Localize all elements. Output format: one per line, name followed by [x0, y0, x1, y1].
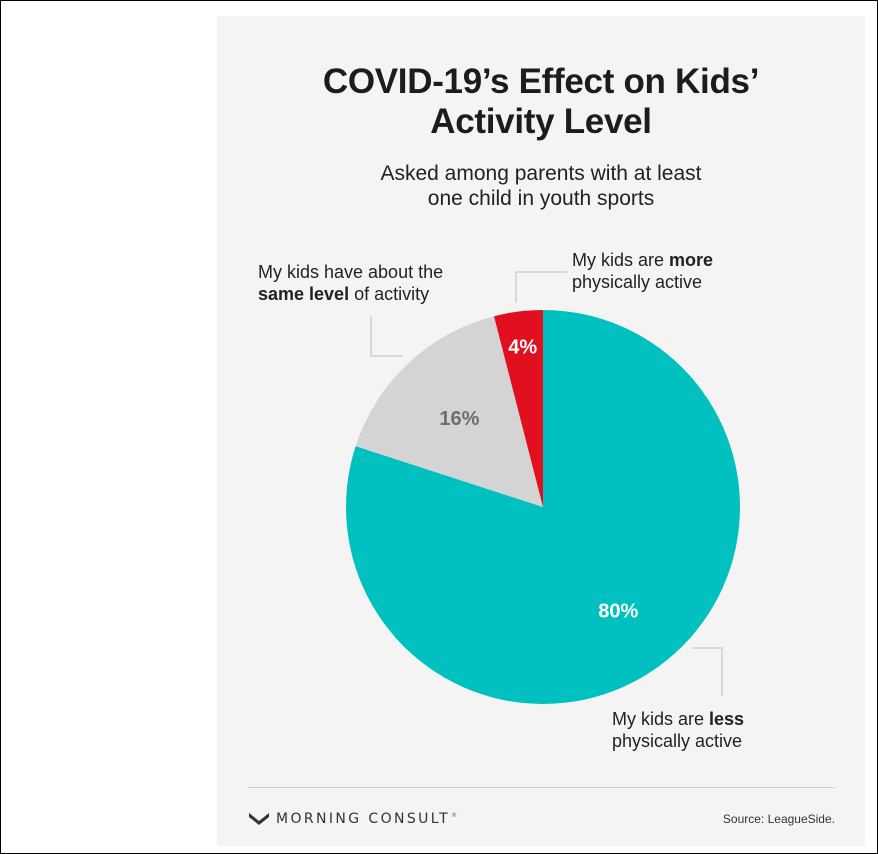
- slice-value-label-more: 4%: [508, 337, 537, 359]
- infographic-card: COVID-19’s Effect on Kids’ Activity Leve…: [217, 16, 865, 846]
- morning-consult-logo: MORNING CONSULT®: [248, 809, 459, 829]
- leader-line-more: [515, 271, 567, 303]
- morning-consult-chevron-icon: [249, 813, 269, 825]
- callout-more-bold: more: [669, 250, 714, 270]
- source-note: Source: LeagueSide.: [722, 812, 835, 826]
- callout-less-line-1: My kids are less: [612, 708, 812, 730]
- callout-less-pre: My kids are: [612, 709, 710, 729]
- logo-text: MORNING CONSULT®: [276, 811, 460, 827]
- callout-same-line-2: same level of activity: [258, 283, 498, 305]
- callout-less-bold: less: [709, 709, 745, 729]
- leader-line-same: [370, 316, 403, 357]
- chart-title: COVID-19’s Effect on Kids’ Activity Leve…: [217, 62, 865, 142]
- callout-same-rest: of activity: [349, 284, 430, 304]
- title-line-1: COVID-19’s Effect on Kids’: [322, 62, 760, 101]
- subtitle-line-1: Asked among parents with at least: [380, 162, 702, 185]
- callout-same-level: My kids have about the same level of act…: [258, 261, 498, 305]
- pie-slice-more: [494, 310, 543, 507]
- pie-chart: 80% 16% 4%: [346, 271, 740, 704]
- title-line-2: Activity Level: [430, 102, 652, 141]
- pie-slice-same: [355, 316, 543, 507]
- callout-more-line-2: physically active: [572, 272, 703, 292]
- callout-less-active: My kids are less physically active: [612, 708, 812, 752]
- slice-value-label-same: 16%: [439, 408, 479, 430]
- callout-more-pre: My kids are: [572, 250, 670, 270]
- leader-line-less: [692, 647, 723, 696]
- slice-value-label-less: 80%: [598, 601, 638, 623]
- callout-more-active: My kids are more physically active: [572, 249, 822, 293]
- callout-same-line-1: My kids have about the: [258, 262, 444, 282]
- chart-subtitle: Asked among parents with at least one ch…: [217, 161, 865, 211]
- callout-more-line-1: My kids are more: [572, 249, 822, 271]
- footer-divider: [248, 787, 835, 788]
- callout-same-bold: same level: [258, 284, 350, 304]
- callout-less-line-2: physically active: [612, 731, 743, 751]
- subtitle-line-2: one child in youth sports: [427, 187, 655, 210]
